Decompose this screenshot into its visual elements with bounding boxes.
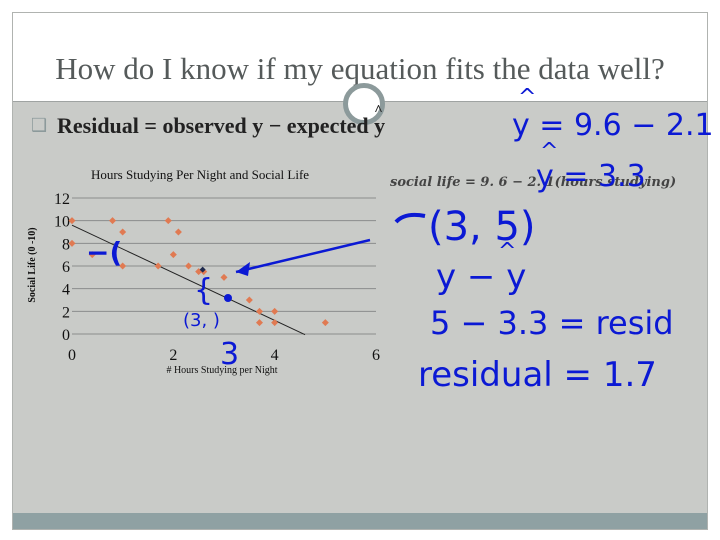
- chart-title: Hours Studying Per Night and Social Life: [91, 167, 309, 182]
- data-point: [220, 273, 228, 281]
- data-point: [255, 319, 263, 327]
- x-tick-label: 4: [271, 347, 279, 364]
- y-tick-label: 0: [62, 327, 70, 344]
- regression-equation: social life = 9. 6 − 2. 1(hours studying…: [390, 175, 676, 190]
- annotation-left-mark: −(: [86, 236, 122, 269]
- data-point: [271, 307, 279, 315]
- annotation-dot: [224, 294, 232, 302]
- annotation-hat-1: ^: [518, 85, 536, 110]
- y-hat-symbol: y: [374, 113, 385, 138]
- annotation-difference: y − y: [436, 257, 526, 297]
- annotation-prediction-equation: y = 9.6 − 2.1 (3): [512, 108, 720, 143]
- annotation-arrow: [235, 238, 371, 274]
- y-tick-label: 12: [54, 191, 70, 208]
- y-tick-label: 8: [62, 236, 70, 253]
- x-tick-label: 2: [169, 347, 177, 364]
- annotation-predicted-value: y = 3.3: [536, 159, 646, 194]
- annotation-calculation: 5 − 3.3 = resid: [430, 304, 674, 342]
- x-tick-labels: 0 2 4 6: [68, 347, 380, 364]
- handwritten-annotations: y = 9.6 − 2.1 (3) ^ y = 3.3 ^ (3, 5) y −…: [86, 85, 720, 395]
- residual-definition: Residual = observed y − expected y: [57, 113, 385, 139]
- annotation-result: residual = 1.7: [418, 355, 657, 395]
- data-point: [119, 262, 127, 270]
- data-point: [119, 228, 127, 236]
- data-point: [169, 251, 177, 259]
- data-point: [245, 296, 253, 304]
- annotation-point: (3, 5): [428, 204, 536, 250]
- data-point: [68, 239, 76, 247]
- annotation-bracket: {: [194, 273, 213, 308]
- y-tick-label: 6: [62, 259, 70, 276]
- y-tick-label: 2: [62, 304, 70, 321]
- annotation-dash-stroke: [394, 212, 426, 224]
- x-axis-label: # Hours Studying per Night: [166, 365, 277, 376]
- annotation-three: 3: [220, 337, 239, 372]
- bullet-icon: ❑: [31, 115, 48, 136]
- data-points: [68, 217, 329, 327]
- annotation-hat-3: ^: [498, 239, 516, 264]
- data-point: [109, 217, 117, 225]
- annotation-arrowhead: [236, 262, 250, 276]
- annotation-hat-2: ^: [540, 139, 558, 164]
- data-point: [185, 262, 193, 270]
- x-tick-label: 6: [372, 347, 380, 364]
- gridlines: [72, 197, 376, 335]
- data-point: [255, 307, 263, 315]
- trendline: [71, 224, 306, 336]
- data-point: [88, 251, 96, 259]
- footer-bar: [13, 513, 707, 529]
- annotation-three-one: (3, ): [183, 310, 220, 331]
- highlight-point: [199, 266, 206, 273]
- y-tick-label: 4: [62, 282, 70, 299]
- data-point: [164, 217, 172, 225]
- y-axis-label: Social Life (0 -10): [27, 227, 38, 302]
- data-point: [321, 319, 329, 327]
- x-tick-label: 0: [68, 347, 76, 364]
- data-point: [271, 319, 279, 327]
- data-point: [174, 228, 182, 236]
- data-point: [154, 262, 162, 270]
- slide-title: How do I know if my equation fits the da…: [55, 51, 665, 86]
- residual-definition-text: Residual = observed y − expected: [57, 113, 375, 138]
- y-tick-labels: 12 10 8 6 4 2 0: [54, 191, 70, 344]
- data-point: [68, 217, 76, 225]
- slide: How do I know if my equation fits the da…: [12, 12, 708, 530]
- y-tick-label: 10: [54, 214, 70, 231]
